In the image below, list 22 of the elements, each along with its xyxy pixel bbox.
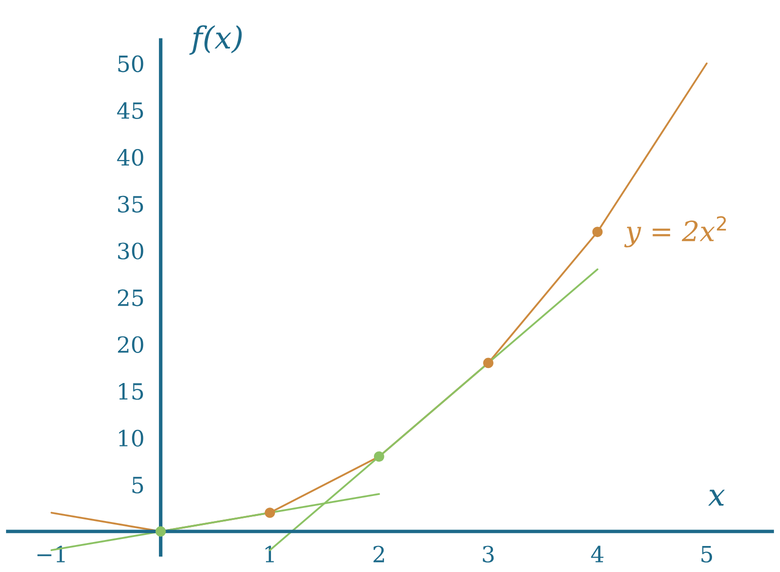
x-axis-title: x [708,490,725,506]
y-tick-label: 15 [119,382,143,400]
point [483,358,494,368]
point [592,226,603,238]
y-tick-label: 35 [118,196,143,213]
y-tick-label: 20 [118,336,144,353]
y-tick-label: 10 [119,430,144,447]
x-tick-label: 4 [591,546,604,562]
series-label: y = 2x$^{2}$ [624,216,726,248]
y-tick-label: 45 [117,102,143,119]
x-tick-label: 2 [374,546,384,562]
y-tick-label: 30 [118,242,144,260]
y-tick-label: 5 [132,476,143,494]
y-axis-title: f(x) [189,25,242,55]
x-tick-label: 5 [702,546,712,563]
point [156,526,166,537]
y-tick-label: 40 [117,148,144,166]
x-tick-label: 3 [482,546,494,563]
y-tick-label: 50 [118,55,144,72]
point [264,508,276,518]
point [374,451,384,462]
y-tick-label: 25 [118,289,143,306]
